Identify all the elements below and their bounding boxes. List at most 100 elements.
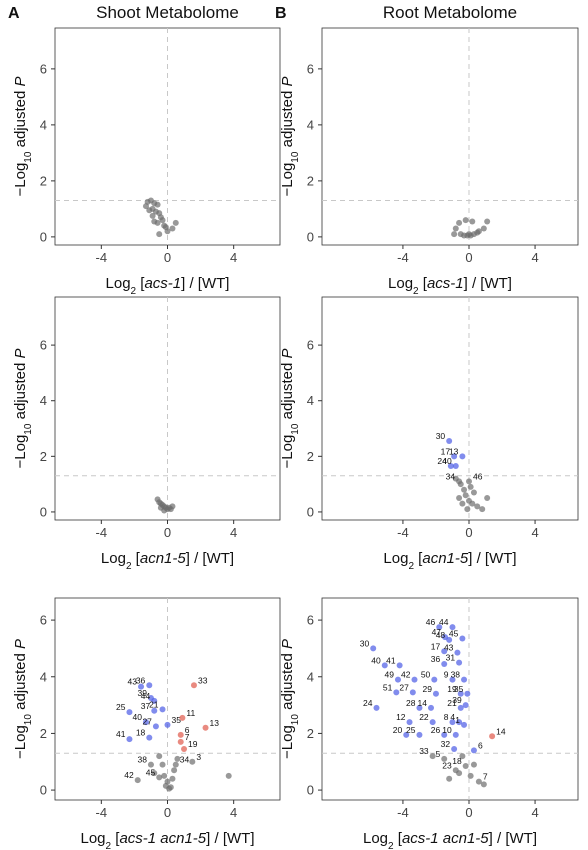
point-label: 24 <box>437 456 447 466</box>
label-part: −Log <box>12 435 29 469</box>
point-label: 40 <box>371 655 381 665</box>
label-part: adjusted <box>12 359 29 424</box>
y-axis-label: −Log10 adjusted P <box>12 77 34 197</box>
label-part: ] / [WT] <box>468 550 516 567</box>
label-part: adjusted <box>279 87 296 152</box>
x-tick-label: 4 <box>531 805 538 820</box>
data-point <box>149 212 156 219</box>
label-part: P <box>12 639 29 649</box>
data-point <box>451 746 458 753</box>
point-label: 46 <box>473 471 483 481</box>
label-part: P <box>279 349 296 359</box>
x-tick-label: 0 <box>465 805 472 820</box>
x-axis-label: Log2 [acs-1] / [WT] <box>106 275 230 297</box>
data-point <box>164 721 171 728</box>
label-part: acn1-5 <box>140 550 187 567</box>
data-point <box>441 661 448 668</box>
data-point <box>459 635 466 642</box>
data-point <box>151 770 158 777</box>
data-point <box>161 507 168 514</box>
point-label: 13 <box>449 446 459 456</box>
y-tick-label: 2 <box>40 173 47 188</box>
data-point <box>393 689 400 696</box>
label-part: ] / [WT] <box>181 275 229 292</box>
data-point <box>456 478 463 485</box>
point-label: 39 <box>452 695 462 705</box>
y-tick-label: 4 <box>307 669 314 684</box>
point-label: 1 <box>455 715 460 725</box>
point-label: 9 <box>444 670 449 680</box>
point-label: 3 <box>196 752 201 762</box>
y-tick-label: 4 <box>307 117 314 132</box>
data-point <box>436 624 443 631</box>
plot-frame <box>321 597 579 801</box>
label-part: [ <box>414 550 423 567</box>
label-part: −Log <box>279 725 296 759</box>
panel-letter: B <box>275 5 287 22</box>
data-point <box>465 231 472 238</box>
data-point <box>225 772 232 779</box>
data-point <box>461 721 468 728</box>
point-label: 38 <box>451 670 461 680</box>
data-point <box>462 763 469 770</box>
data-point <box>441 648 448 655</box>
point-label: 42 <box>124 770 134 780</box>
data-point <box>431 676 438 683</box>
point-label: 43 <box>128 677 138 687</box>
data-point <box>475 778 482 785</box>
label-part: 2 <box>388 841 394 850</box>
x-tick-label: 0 <box>465 250 472 265</box>
x-tick-label: 0 <box>465 525 472 540</box>
label-part: ] / [WT] <box>464 275 512 292</box>
data-point <box>462 702 469 709</box>
point-label: 7 <box>483 772 488 782</box>
data-point <box>189 758 196 765</box>
data-point <box>181 746 188 753</box>
data-point <box>159 706 166 713</box>
label-part: acs-1 <box>144 275 181 292</box>
data-point <box>151 697 158 704</box>
point-label: 17 <box>431 641 441 651</box>
data-point <box>171 767 178 774</box>
label-part: [ <box>132 550 141 567</box>
x-tick-label: 4 <box>531 525 538 540</box>
data-point <box>177 738 184 745</box>
point-label: 28 <box>406 698 416 708</box>
y-tick-label: 6 <box>40 61 47 76</box>
x-tick-label: -4 <box>96 250 108 265</box>
label-part: P <box>279 77 296 87</box>
point-label: 36 <box>136 675 146 685</box>
point-label: 29 <box>422 684 432 694</box>
point-label: 27 <box>399 682 409 692</box>
point-label: 41 <box>116 729 126 739</box>
point-label: 34 <box>180 755 190 765</box>
point-label: 24 <box>363 698 373 708</box>
label-part: ] / [WT] <box>489 830 537 847</box>
data-point <box>459 753 466 760</box>
data-point <box>470 747 477 754</box>
label-part: [ <box>419 275 428 292</box>
label-part: Log <box>101 550 126 567</box>
x-axis-label: Log2 [acn1-5] / [WT] <box>101 550 234 572</box>
data-point <box>441 755 448 762</box>
data-point <box>172 761 179 768</box>
point-label: 47 <box>432 627 442 637</box>
label-part: 2 <box>131 286 137 297</box>
y-tick-label: 6 <box>40 613 47 628</box>
label-part: [ <box>394 830 403 847</box>
x-tick-label: -4 <box>96 805 108 820</box>
point-label: 51 <box>383 682 393 692</box>
data-point <box>451 231 458 238</box>
label-part: 2 <box>408 561 414 572</box>
x-tick-label: 0 <box>164 525 171 540</box>
y-axis-label: −Log10 adjusted P <box>279 349 301 469</box>
label-part: P <box>12 77 29 87</box>
label-part: adjusted <box>12 87 29 152</box>
y-tick-label: 6 <box>307 338 314 353</box>
point-label: 38 <box>137 755 147 765</box>
y-axis-label: −Log10 adjusted P <box>279 639 301 759</box>
data-point <box>462 217 469 224</box>
data-point <box>474 503 481 510</box>
point-label: 36 <box>431 654 441 664</box>
